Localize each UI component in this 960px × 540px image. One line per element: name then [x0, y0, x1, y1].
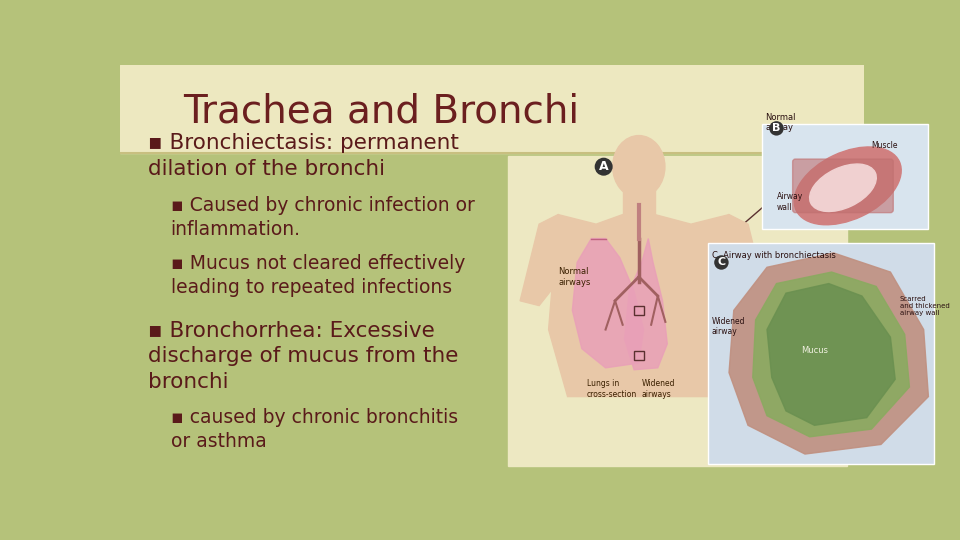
- Polygon shape: [548, 214, 738, 396]
- Polygon shape: [520, 214, 577, 306]
- FancyBboxPatch shape: [793, 159, 894, 213]
- Polygon shape: [572, 239, 643, 368]
- Polygon shape: [767, 284, 895, 426]
- Text: Widened
airways: Widened airways: [641, 379, 675, 399]
- Polygon shape: [753, 272, 909, 437]
- Polygon shape: [729, 253, 928, 454]
- Text: ▪ Bronchorrhea: Excessive
discharge of mucus from the
bronchi: ▪ Bronchorrhea: Excessive discharge of m…: [148, 321, 459, 392]
- Ellipse shape: [809, 164, 876, 212]
- Ellipse shape: [612, 136, 665, 198]
- Bar: [634, 350, 643, 360]
- Text: C: C: [717, 258, 726, 267]
- Text: ▪ Mucus not cleared effectively
leading to repeated infections: ▪ Mucus not cleared effectively leading …: [171, 254, 465, 297]
- Text: B: B: [772, 123, 780, 133]
- Text: A: A: [599, 160, 609, 173]
- Polygon shape: [710, 214, 767, 306]
- Ellipse shape: [794, 147, 901, 225]
- Text: Lungs in
cross-section: Lungs in cross-section: [587, 379, 636, 399]
- Bar: [762, 124, 928, 229]
- Polygon shape: [625, 239, 667, 370]
- Bar: [509, 156, 847, 466]
- Text: Normal
airways: Normal airways: [558, 267, 590, 287]
- Text: Widened
airway: Widened airway: [712, 317, 745, 336]
- Text: Airway
wall: Airway wall: [777, 192, 803, 212]
- Bar: [120, 153, 864, 481]
- Bar: [120, 65, 864, 153]
- Text: ▪ Bronchiectasis: permanent
dilation of the bronchi: ▪ Bronchiectasis: permanent dilation of …: [148, 133, 459, 179]
- Text: Scarred
and thickened
airway wall: Scarred and thickened airway wall: [900, 296, 949, 316]
- Text: Muscle: Muscle: [872, 140, 898, 150]
- Text: Normal
airway: Normal airway: [765, 113, 796, 132]
- Text: Trachea and Bronchi: Trachea and Bronchi: [183, 92, 580, 130]
- Text: C  Airway with bronchiectasis: C Airway with bronchiectasis: [712, 251, 836, 260]
- Bar: [634, 306, 643, 315]
- Text: Mucus: Mucus: [801, 347, 828, 355]
- Text: ▪ caused by chronic bronchitis
or asthma: ▪ caused by chronic bronchitis or asthma: [171, 408, 458, 451]
- Bar: [623, 167, 655, 214]
- Bar: [708, 244, 934, 464]
- Text: ▪ Caused by chronic infection or
inflammation.: ▪ Caused by chronic infection or inflamm…: [171, 196, 474, 239]
